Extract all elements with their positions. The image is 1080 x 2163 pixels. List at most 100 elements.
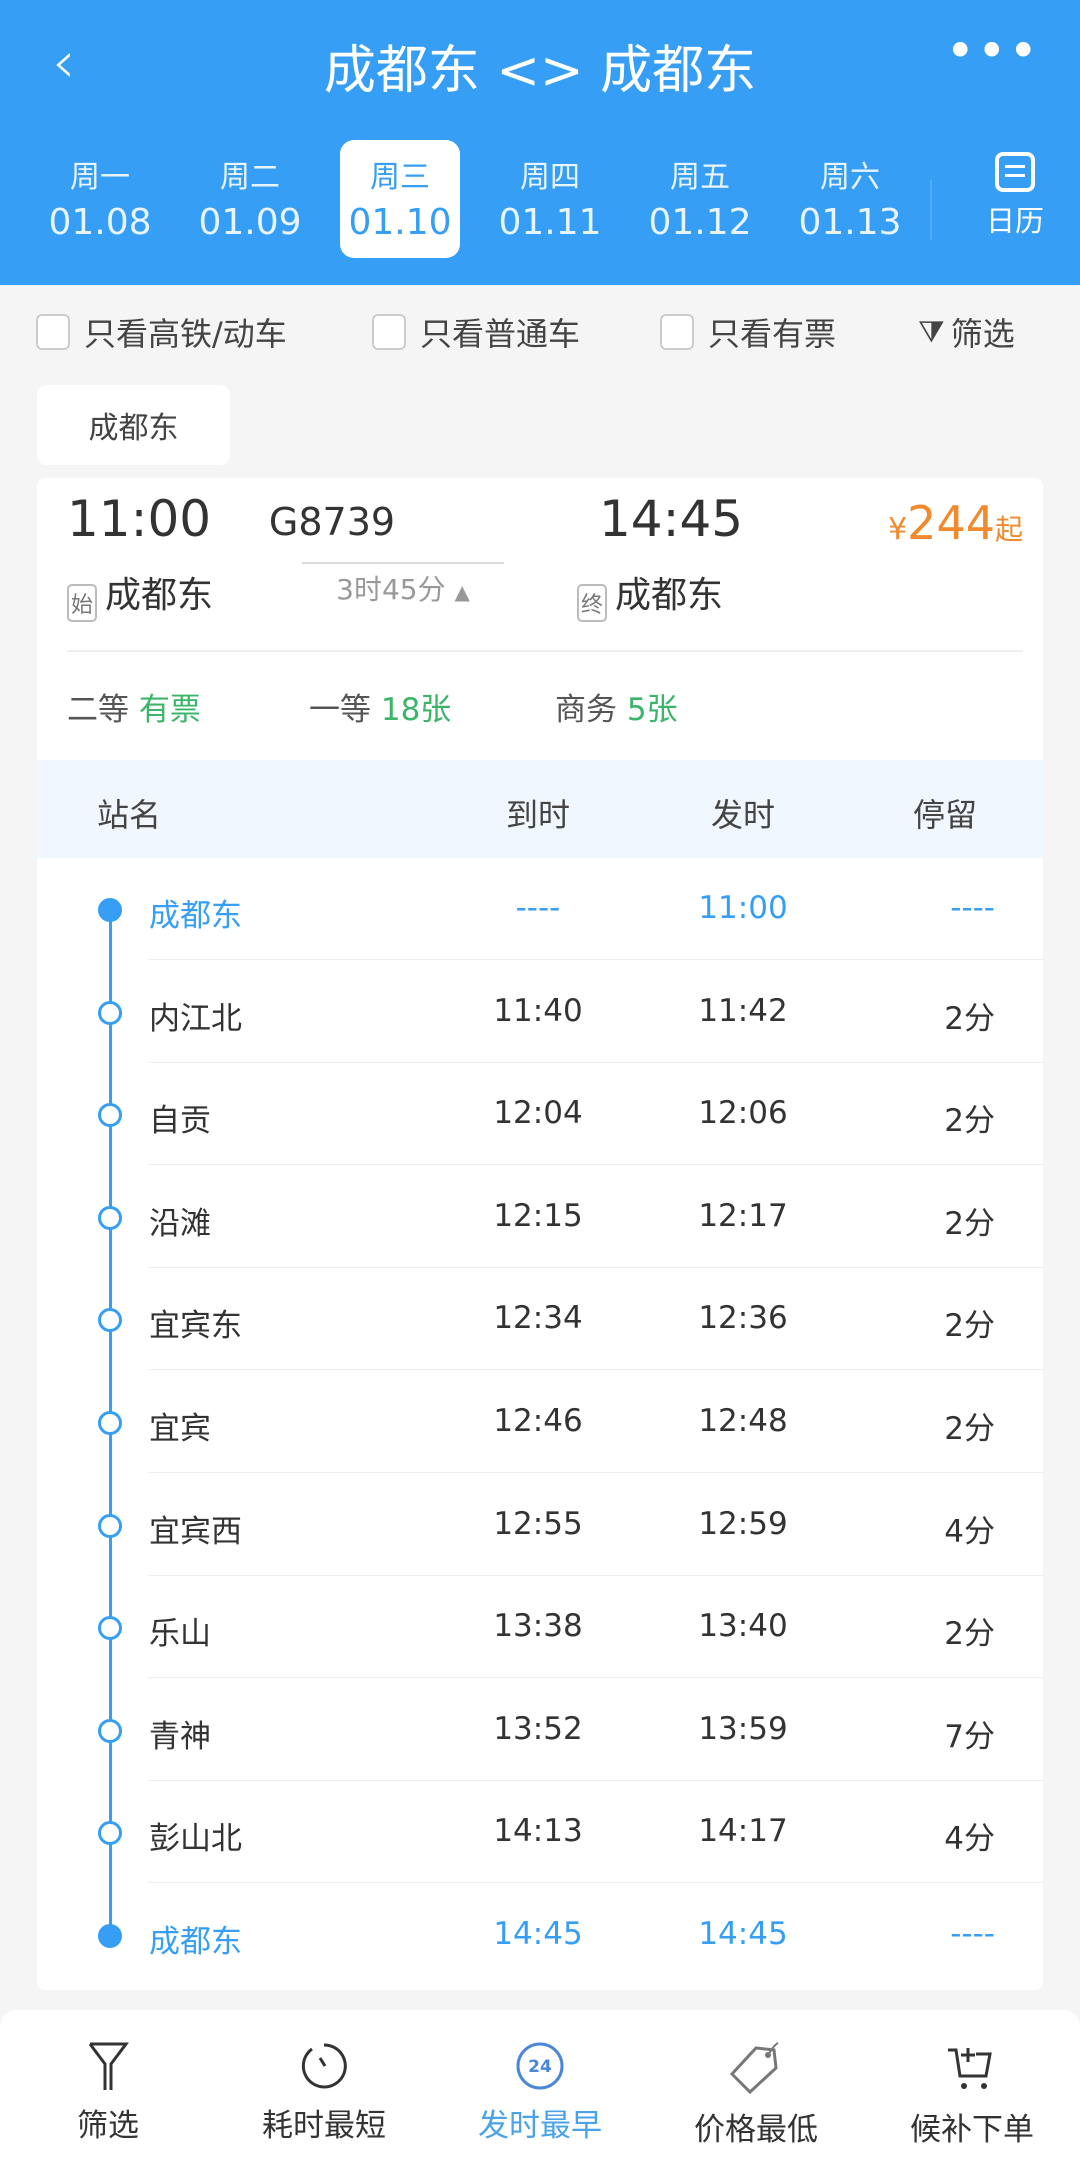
arrive-time: 14:45 xyxy=(493,1916,583,1952)
more-icon[interactable]: ••• xyxy=(945,22,1040,80)
table-row[interactable]: 宜宾 12:46 12:48 2分 xyxy=(37,1371,1043,1473)
depart-time: 13:40 xyxy=(698,1608,788,1645)
seat-first: 一等 18张 xyxy=(309,692,452,728)
station-name: 青神 xyxy=(149,1718,211,1755)
duration[interactable]: 3时45分 ▲ xyxy=(302,568,504,608)
stop-duration: 2分 xyxy=(944,1205,995,1242)
terminal-dot-icon xyxy=(98,898,122,922)
date-item-01.09[interactable]: 周二 01.09 xyxy=(190,140,310,258)
chevron-left-icon[interactable]: ‹ xyxy=(52,28,76,96)
train-number[interactable]: G8739 xyxy=(268,500,396,544)
date: 01.13 xyxy=(798,202,902,243)
arrive-time: 12:04 xyxy=(493,1095,583,1132)
filter-label: 筛选 xyxy=(950,315,1015,353)
calendar-label: 日历 xyxy=(985,204,1044,238)
stop-dot-icon xyxy=(98,1103,122,1128)
date-item-01.10[interactable]: 周三 01.10 xyxy=(340,140,460,258)
date-item-01.12[interactable]: 周五 01.12 xyxy=(640,140,760,258)
stop-dot-icon xyxy=(98,1308,122,1333)
arrive-time: 12:15 xyxy=(493,1197,583,1234)
calendar-button[interactable]: 日历 xyxy=(970,140,1060,240)
stop-duration: 4分 xyxy=(944,1821,995,1858)
date: 01.09 xyxy=(198,202,302,243)
row-divider xyxy=(149,1472,1043,1473)
high-speed-checkbox[interactable]: 只看高铁/动车 xyxy=(36,309,287,355)
divider xyxy=(930,180,932,240)
date: 01.10 xyxy=(348,202,452,243)
date-item-01.13[interactable]: 周六 01.13 xyxy=(790,140,910,258)
table-row[interactable]: 宜宾西 12:55 12:59 4分 xyxy=(37,1474,1043,1576)
weekday: 周三 xyxy=(370,160,430,195)
price-suffix: 起 xyxy=(994,513,1023,546)
toolbar-button-3[interactable]: 价格最低 xyxy=(648,2040,864,2149)
header-arrive: 到时 xyxy=(505,796,570,834)
table-row[interactable]: 青神 13:52 13:59 7分 xyxy=(37,1679,1043,1781)
table-row[interactable]: 成都东 ---- 11:00 ---- xyxy=(37,858,1043,960)
date: 01.08 xyxy=(48,202,152,243)
seat-second: 二等 有票 xyxy=(67,692,201,728)
price-value: 244 xyxy=(907,496,995,550)
available-only-checkbox[interactable]: 只看有票 xyxy=(660,309,836,355)
arrive-time: 12:55 xyxy=(493,1505,583,1542)
normal-train-checkbox[interactable]: 只看普通车 xyxy=(372,309,580,355)
stop-duration: 2分 xyxy=(944,1411,995,1447)
toolbar-button-2[interactable]: 24 发时最早 xyxy=(432,2040,648,2145)
station-name: 沿滩 xyxy=(149,1205,211,1242)
date-item-01.11[interactable]: 周四 01.11 xyxy=(490,140,610,258)
depart-time: 11:42 xyxy=(698,992,788,1029)
row-divider xyxy=(149,1266,1043,1268)
checkbox-box[interactable] xyxy=(660,314,694,350)
arrive-time: 11:40 xyxy=(493,992,583,1029)
table-row[interactable]: 内江北 11:40 11:42 2分 xyxy=(37,961,1043,1063)
row-divider xyxy=(149,959,1043,960)
arrive-time: 14:45 xyxy=(599,490,744,548)
table-row[interactable]: 自贡 12:04 12:06 2分 xyxy=(37,1063,1043,1166)
table-row[interactable]: 乐山 13:38 13:40 2分 xyxy=(37,1576,1043,1679)
row-divider xyxy=(149,1369,1043,1371)
date: 01.12 xyxy=(648,202,752,243)
weekday: 周五 xyxy=(670,160,730,195)
depart-time: 12:36 xyxy=(698,1300,788,1337)
arrive-time: 13:52 xyxy=(493,1710,583,1747)
station-name: 成都东 xyxy=(149,1924,242,1960)
depart-time: 13:59 xyxy=(698,1710,788,1747)
header: ‹ 成都东 <> 成都东 ••• 周一 01.08 周二 01.09 周三 01.10 周四… xyxy=(0,0,1080,285)
station-name: 乐山 xyxy=(149,1616,211,1653)
toolbar-button-1[interactable]: 耗时最短 xyxy=(216,2040,432,2145)
stop-dot-icon xyxy=(98,1205,122,1230)
table-row[interactable]: 成都东 14:45 14:45 ---- xyxy=(37,1884,1043,1986)
stop-dot-icon xyxy=(98,1000,122,1025)
timer-icon xyxy=(216,2040,432,2092)
stop-duration: ---- xyxy=(950,1916,995,1952)
date-item-01.08[interactable]: 周一 01.08 xyxy=(40,140,160,258)
stop-duration: 4分 xyxy=(944,1513,995,1550)
toolbar-button-0[interactable]: 筛选 xyxy=(0,2040,216,2145)
depart-time: 12:59 xyxy=(698,1505,788,1542)
station-name: 宜宾东 xyxy=(149,1308,242,1345)
table-row[interactable]: 沿滩 12:15 12:17 2分 xyxy=(37,1166,1043,1268)
station-tab[interactable]: 成都东 xyxy=(37,385,230,465)
table-row[interactable]: 宜宾东 12:34 12:36 2分 xyxy=(37,1268,1043,1371)
toolbar-button-4[interactable]: 候补下单 xyxy=(864,2040,1080,2149)
stop-dot-icon xyxy=(98,1513,122,1538)
duration-line xyxy=(302,562,504,564)
cart-add-icon xyxy=(864,2040,1080,2096)
weekday: 周一 xyxy=(70,160,130,195)
arrive-time: 12:46 xyxy=(493,1403,583,1439)
caret-up-icon: ▲ xyxy=(454,580,470,604)
row-divider xyxy=(149,1882,1043,1884)
stop-duration: ---- xyxy=(950,890,995,926)
checkbox-box[interactable] xyxy=(36,314,70,350)
station-name: 宜宾西 xyxy=(149,1513,242,1550)
train-card: 11:00 G8739 3时45分 ▲ 14:45 ¥244起 始成都东 终成都… xyxy=(37,478,1043,1990)
weekday: 周四 xyxy=(520,160,580,195)
stop-duration: 2分 xyxy=(944,1308,995,1345)
table-row[interactable]: 彭山北 14:13 14:17 4分 xyxy=(37,1781,1043,1884)
stop-dot-icon xyxy=(98,1616,122,1641)
header-depart: 发时 xyxy=(710,796,775,834)
filter-button[interactable]: ⧩ 筛选 xyxy=(918,309,1015,355)
checkbox-box[interactable] xyxy=(372,314,406,350)
row-divider xyxy=(149,1061,1043,1063)
page-title: 成都东 <> 成都东 xyxy=(323,41,757,101)
arrive-time: ---- xyxy=(515,890,561,926)
